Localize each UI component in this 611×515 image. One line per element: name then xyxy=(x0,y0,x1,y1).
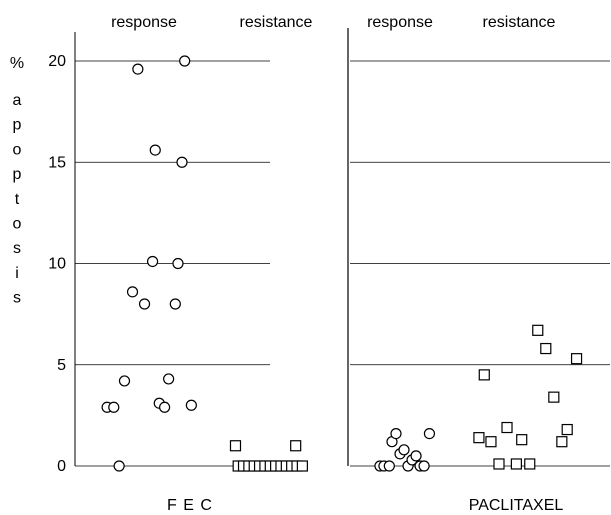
y-tick-label: 20 xyxy=(48,53,66,70)
resistance-point xyxy=(540,342,552,355)
y-tick-label: 15 xyxy=(48,154,66,171)
group-label-paclitaxel: PACLITAXEL xyxy=(469,497,564,514)
response-point xyxy=(390,428,402,440)
y-label-letter: % xyxy=(10,55,24,72)
y-label-letter: s xyxy=(13,290,21,307)
resistance-point xyxy=(296,460,308,472)
response-point xyxy=(172,257,184,270)
response-point xyxy=(179,55,191,67)
response-point xyxy=(418,460,430,472)
response-point xyxy=(163,373,175,385)
response-point xyxy=(138,298,151,310)
response-point xyxy=(108,401,120,413)
group-label-fec: F E C xyxy=(167,497,213,514)
response-point xyxy=(398,444,410,456)
resistance-point xyxy=(570,353,583,365)
response-point xyxy=(132,63,144,75)
response-point xyxy=(126,286,139,298)
resistance-point xyxy=(290,440,302,452)
resistance-point xyxy=(516,434,528,446)
resistance-point xyxy=(548,391,560,403)
response-point xyxy=(176,156,188,168)
response-point xyxy=(185,399,197,411)
y-label-letter: p xyxy=(13,117,22,134)
resistance-point xyxy=(473,432,485,444)
resistance-point xyxy=(493,458,505,470)
data-marks xyxy=(101,55,583,472)
response-point xyxy=(118,375,131,387)
y-label-letter: a xyxy=(13,92,22,109)
y-tick-label: 5 xyxy=(57,357,66,374)
y-tick-label: 10 xyxy=(48,256,66,273)
response-point xyxy=(113,460,125,472)
y-label-letter: i xyxy=(15,265,19,282)
column-header-fec-response: response xyxy=(111,14,177,31)
response-point xyxy=(149,144,161,156)
y-label-letter: s xyxy=(13,240,21,257)
resistance-point xyxy=(561,423,573,436)
resistance-point xyxy=(510,458,522,470)
column-header-paclitaxel-response: response xyxy=(367,14,433,31)
column-header-fec-resistance: resistance xyxy=(240,14,313,31)
y-label-letter: o xyxy=(13,141,22,158)
response-point xyxy=(169,298,181,310)
response-point xyxy=(410,450,422,462)
column-header-paclitaxel-resistance: resistance xyxy=(483,14,556,31)
y-tick-labels: 0 5 10 15 20 xyxy=(48,53,66,475)
y-label-letter: o xyxy=(13,216,22,233)
resistance-point xyxy=(501,421,513,434)
y-tick-label: 0 xyxy=(57,458,66,475)
resistance-point xyxy=(485,436,497,448)
resistance-point xyxy=(532,324,544,336)
resistance-point xyxy=(229,440,242,452)
y-label-letter: t xyxy=(15,191,20,208)
resistance-point xyxy=(556,436,568,448)
response-point xyxy=(423,428,436,440)
resistance-point xyxy=(524,458,536,470)
response-point xyxy=(159,401,171,413)
resistance-point xyxy=(478,369,490,381)
y-label-letter: p xyxy=(13,166,22,183)
response-point xyxy=(383,460,395,472)
response-point xyxy=(146,255,159,268)
